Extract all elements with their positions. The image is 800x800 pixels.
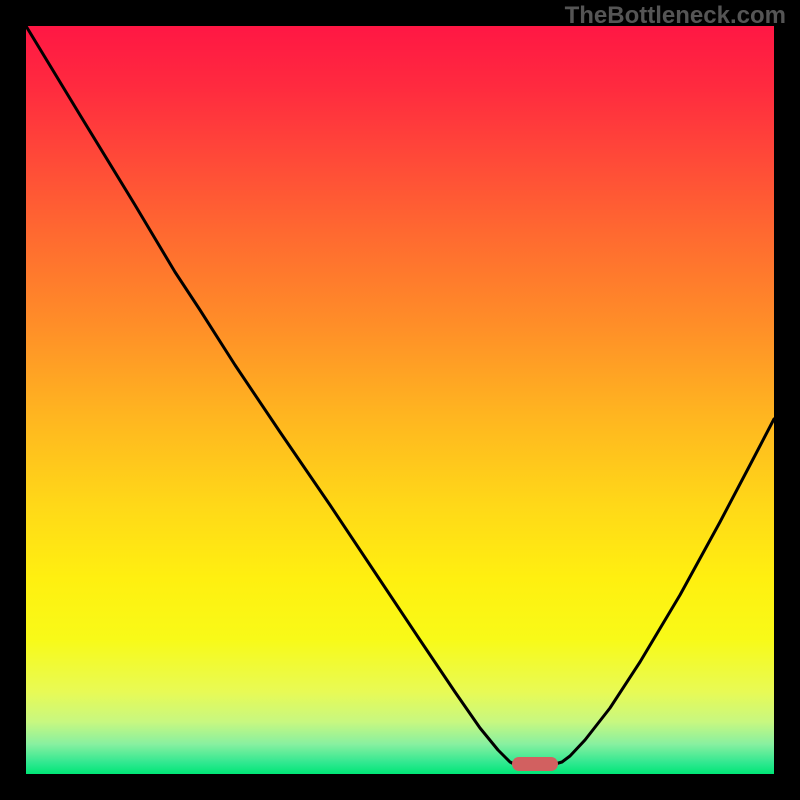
bottleneck-chart xyxy=(0,0,800,800)
gradient-background xyxy=(26,26,774,774)
watermark-text: TheBottleneck.com xyxy=(565,2,786,30)
chart-container: TheBottleneck.com xyxy=(0,0,800,800)
optimal-marker xyxy=(512,757,558,771)
